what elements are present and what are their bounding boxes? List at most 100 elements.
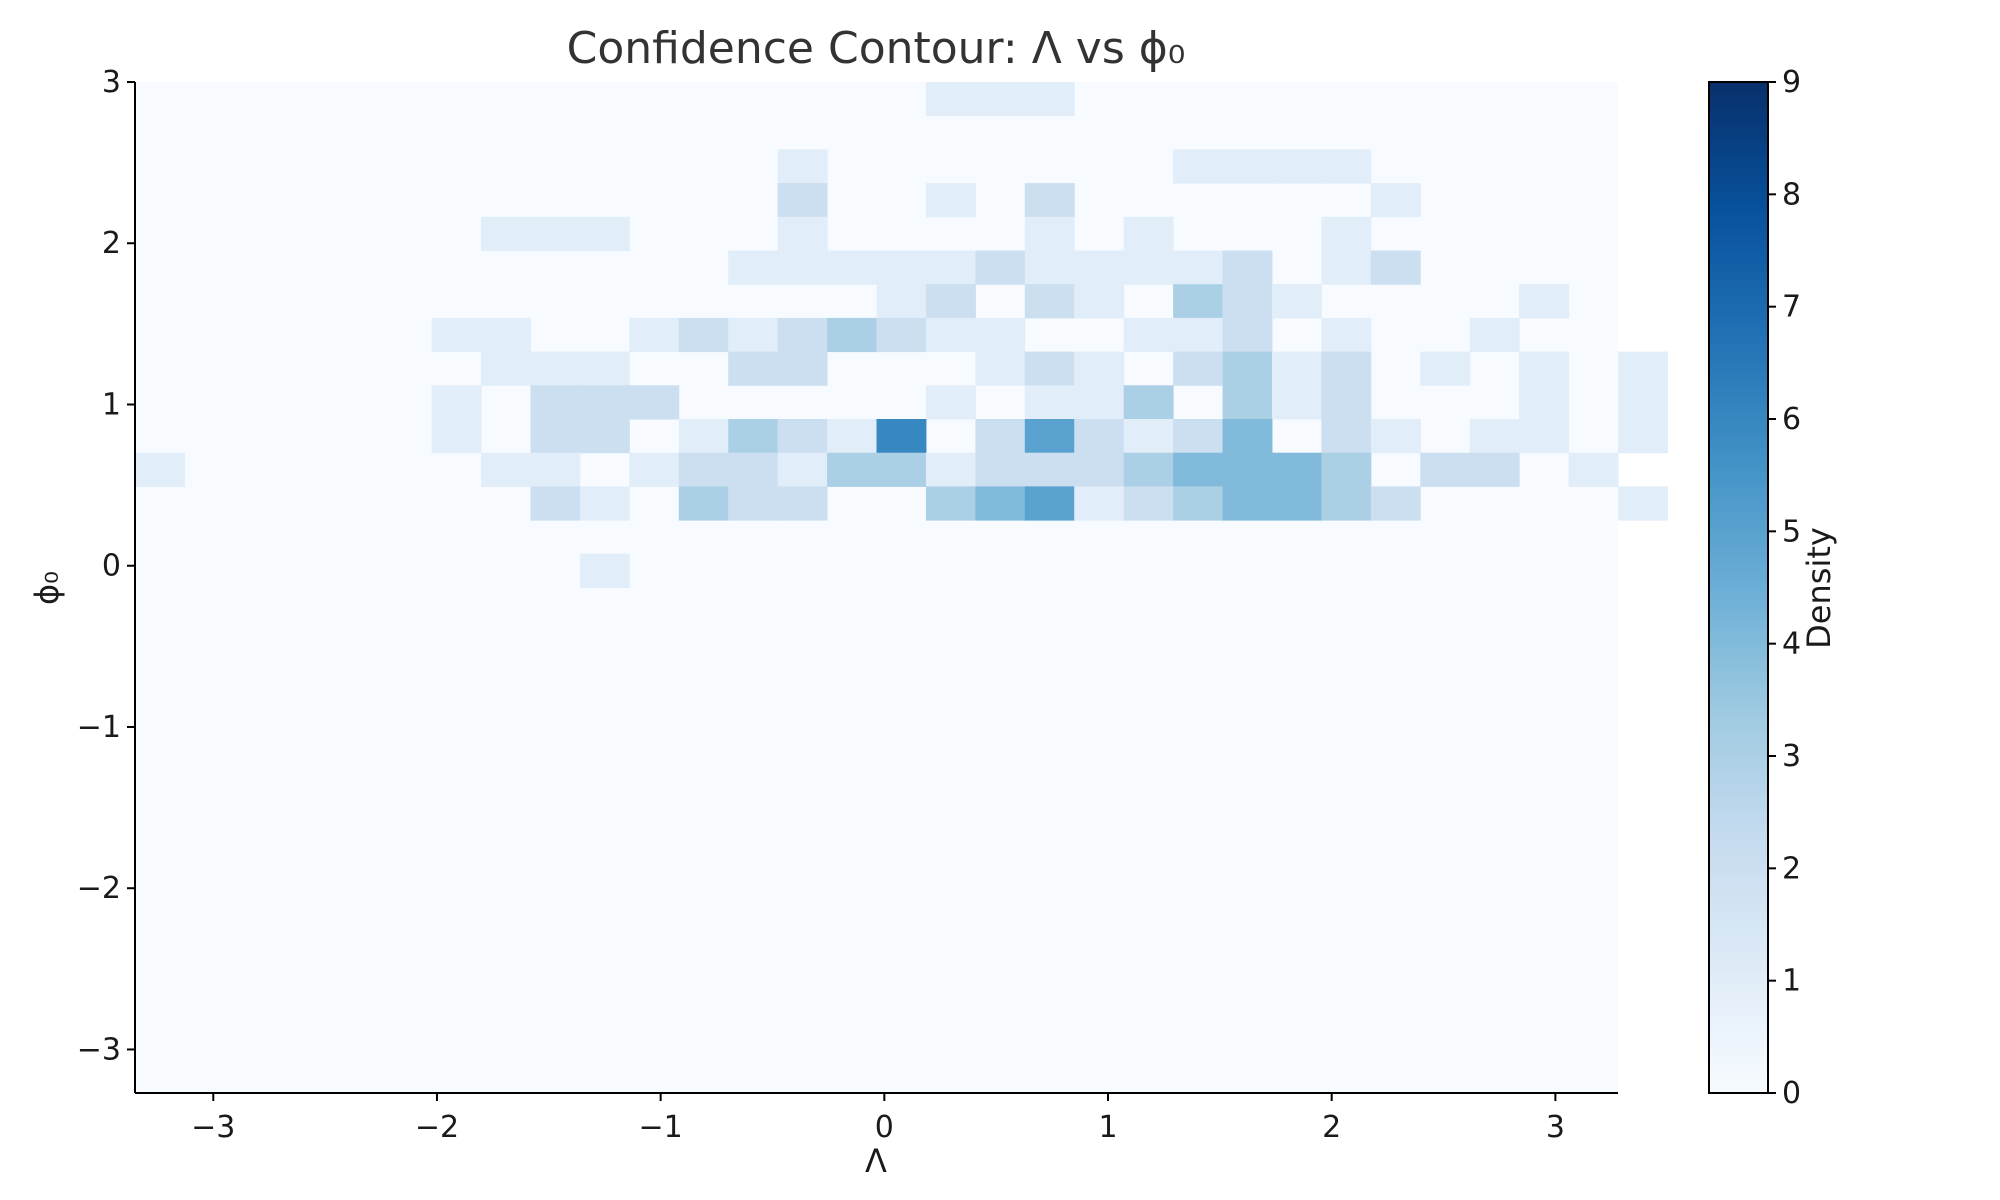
colorbar-tick-label: 6 (1782, 402, 1801, 437)
heatmap-cell (1123, 216, 1174, 251)
colorbar-ticks: 0 1 2 3 4 5 6 7 8 9 (1768, 65, 1801, 1111)
heatmap-cell (975, 419, 1026, 454)
heatmap-cell (1271, 385, 1322, 420)
heatmap-cell (777, 149, 828, 184)
heatmap-cell (975, 351, 1026, 386)
heatmap-cell (579, 216, 630, 251)
heatmap-cell (1618, 351, 1668, 386)
heatmap-cell (1618, 486, 1668, 521)
heatmap-cell (678, 486, 729, 521)
heatmap-cell (1024, 419, 1075, 454)
heatmap-cell (678, 317, 729, 353)
heatmap-cell (1123, 452, 1174, 487)
heatmap-cell (530, 452, 581, 487)
heatmap-cell (925, 452, 976, 487)
heatmap-cell (1222, 419, 1273, 454)
heatmap-cell (1321, 216, 1372, 251)
x-axis-ticks: −3 −2 −1 0 1 2 3 (191, 1093, 1565, 1145)
chart-title: Confidence Contour: Λ vs ϕ₀ (567, 23, 1186, 74)
heatmap-cell (1024, 250, 1075, 285)
heatmap-cell (975, 317, 1026, 353)
heatmap-cell (777, 183, 828, 218)
colorbar-tick-label: 1 (1782, 964, 1801, 999)
heatmap-cell (1271, 351, 1322, 386)
plot-background (135, 82, 1618, 1093)
x-tick-label: −1 (639, 1110, 683, 1145)
y-tick-label: 1 (102, 387, 121, 422)
heatmap-cell (579, 486, 630, 521)
colorbar (1708, 81, 1769, 1094)
heatmap-cell (1469, 452, 1520, 487)
heatmap-cell (1222, 385, 1273, 420)
heatmap-cell (1568, 452, 1619, 487)
heatmap-cell (431, 317, 482, 353)
heatmap-cell (777, 486, 828, 521)
heatmap-cell (1173, 149, 1224, 184)
heatmap-cell (1321, 317, 1372, 353)
heatmap-cell (1024, 486, 1075, 521)
heatmap-cell (827, 419, 877, 454)
heatmap-cell (135, 452, 185, 487)
heatmap-cell (530, 486, 581, 521)
y-tick-label: 0 (102, 549, 121, 584)
heatmap-cell (530, 385, 581, 420)
y-tick-label: 3 (102, 65, 121, 100)
heatmap-cell (925, 317, 976, 353)
heatmap-cell (1519, 284, 1570, 319)
heatmap-cell (1024, 82, 1075, 117)
heatmap-cell (1024, 385, 1075, 420)
y-axis-label: ϕ₀ (28, 571, 66, 605)
heatmap-cell (1321, 351, 1372, 386)
heatmap-cell (1123, 486, 1174, 521)
x-tick-label: 3 (1546, 1110, 1565, 1145)
heatmap-cell (975, 82, 1026, 117)
heatmap-cell (1370, 250, 1421, 285)
heatmap-cell (876, 452, 927, 487)
heatmap-cell (530, 216, 581, 251)
heatmap-cell (1173, 250, 1224, 285)
heatmap-cell (579, 419, 630, 454)
heatmap-cell (579, 385, 630, 420)
heatmap-cell (1519, 419, 1570, 454)
heatmap-cell (1222, 452, 1273, 487)
x-tick-label: 0 (875, 1110, 894, 1145)
heatmap-cell (1420, 351, 1471, 386)
heatmap-cell (1222, 317, 1273, 353)
y-tick-label: −2 (77, 871, 121, 906)
colorbar-tick-label: 0 (1782, 1076, 1801, 1111)
heatmap-cell (1123, 385, 1174, 420)
heatmap-cell (481, 216, 531, 251)
y-tick-label: 2 (102, 226, 121, 261)
heatmap-cell (925, 385, 976, 420)
heatmap-cell (1618, 385, 1668, 420)
colorbar-tick-label: 5 (1782, 514, 1801, 549)
heatmap-cell (1074, 486, 1125, 521)
heatmap-cell (1024, 216, 1075, 251)
heatmap-cell (777, 419, 828, 454)
x-tick-label: −3 (191, 1110, 235, 1145)
heatmap-cell (1321, 419, 1372, 454)
colorbar-label: Density (1800, 527, 1838, 649)
heatmap-cell (925, 284, 976, 319)
heatmap-cell (827, 452, 877, 487)
heatmap-cell (1024, 284, 1075, 319)
heatmap-cell (1173, 452, 1224, 487)
heatmap-cell (1222, 250, 1273, 285)
heatmap-cell (1618, 419, 1668, 454)
heatmap-cell (1321, 452, 1372, 487)
heatmap-cell (1222, 486, 1273, 521)
y-axis-ticks: −3 −2 −1 0 1 2 3 (77, 65, 135, 1067)
heatmap-cell (1222, 351, 1273, 386)
heatmap-cell (1173, 284, 1224, 319)
axes (134, 82, 1618, 1094)
heatmap-cell (1321, 486, 1372, 521)
heatmap-cell (1271, 452, 1322, 487)
colorbar-tick-label: 4 (1782, 627, 1801, 662)
heatmap-cell (678, 419, 729, 454)
heatmap-cell (975, 250, 1026, 285)
heatmap-cell (481, 317, 531, 353)
heatmap-cell (678, 452, 729, 487)
heatmap-cell (876, 284, 927, 319)
heatmap-cell (530, 351, 581, 386)
